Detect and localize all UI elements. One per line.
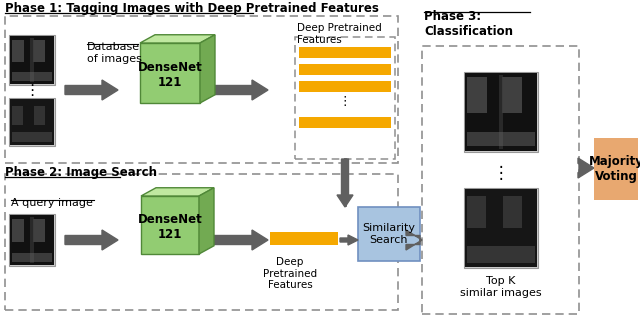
Polygon shape bbox=[212, 80, 268, 100]
Bar bbox=[141, 196, 199, 254]
Bar bbox=[467, 246, 535, 263]
Text: ⋮: ⋮ bbox=[339, 95, 351, 108]
Bar bbox=[299, 64, 391, 75]
Bar bbox=[499, 75, 503, 149]
Bar bbox=[502, 77, 522, 113]
Text: Phase 1: Tagging Images with Deep Pretrained Features: Phase 1: Tagging Images with Deep Pretra… bbox=[5, 2, 379, 15]
Bar bbox=[9, 35, 55, 85]
Bar bbox=[5, 174, 398, 310]
Polygon shape bbox=[140, 35, 215, 43]
Bar bbox=[10, 99, 54, 145]
Text: A query image: A query image bbox=[11, 198, 93, 208]
Text: Similarity
Search: Similarity Search bbox=[362, 223, 415, 245]
Text: Phase 2: Image Search: Phase 2: Image Search bbox=[5, 166, 157, 179]
Polygon shape bbox=[199, 188, 214, 254]
Text: DenseNet
121: DenseNet 121 bbox=[138, 213, 202, 241]
Text: Phase 3:
Classification: Phase 3: Classification bbox=[424, 10, 513, 38]
Bar bbox=[5, 16, 398, 163]
Polygon shape bbox=[141, 188, 214, 196]
Text: Deep Pretrained
Features: Deep Pretrained Features bbox=[297, 23, 381, 45]
Bar bbox=[299, 81, 391, 92]
Bar bbox=[465, 189, 537, 267]
Bar bbox=[33, 40, 45, 62]
Bar bbox=[9, 214, 55, 266]
Bar bbox=[140, 43, 200, 103]
Bar bbox=[12, 40, 24, 62]
Polygon shape bbox=[65, 80, 118, 100]
Polygon shape bbox=[406, 230, 422, 250]
Bar bbox=[299, 47, 391, 58]
Bar bbox=[33, 219, 45, 242]
Bar bbox=[9, 98, 55, 146]
Polygon shape bbox=[200, 35, 215, 103]
Polygon shape bbox=[340, 235, 358, 245]
Bar bbox=[465, 73, 537, 151]
Text: DenseNet
121: DenseNet 121 bbox=[138, 61, 202, 89]
Polygon shape bbox=[212, 230, 268, 250]
Bar bbox=[467, 77, 487, 113]
Bar bbox=[464, 72, 538, 152]
Bar bbox=[467, 132, 535, 146]
Bar bbox=[358, 207, 420, 261]
Text: ⋮: ⋮ bbox=[493, 164, 509, 182]
Polygon shape bbox=[578, 158, 594, 178]
Bar bbox=[12, 72, 52, 81]
Text: Deep
Pretrained
Features: Deep Pretrained Features bbox=[263, 257, 317, 290]
Text: Majority
Voting: Majority Voting bbox=[589, 155, 640, 183]
Bar bbox=[270, 232, 338, 245]
Bar bbox=[30, 38, 34, 82]
Bar bbox=[594, 138, 638, 200]
Bar bbox=[34, 106, 45, 125]
Polygon shape bbox=[65, 230, 118, 250]
Polygon shape bbox=[337, 159, 353, 207]
Bar bbox=[299, 117, 391, 128]
Bar bbox=[295, 37, 395, 159]
Bar bbox=[12, 132, 52, 142]
Bar bbox=[464, 188, 538, 268]
Bar bbox=[12, 106, 23, 125]
Bar bbox=[30, 217, 34, 263]
Text: Database
of images: Database of images bbox=[87, 42, 142, 64]
Bar bbox=[467, 196, 486, 228]
Text: ⋮: ⋮ bbox=[24, 82, 40, 98]
Bar bbox=[10, 215, 54, 265]
Bar bbox=[10, 36, 54, 84]
Bar bbox=[422, 46, 579, 314]
Text: Top K
similar images: Top K similar images bbox=[460, 276, 542, 297]
Bar bbox=[12, 219, 24, 242]
Bar bbox=[503, 196, 522, 228]
Bar bbox=[12, 253, 52, 262]
